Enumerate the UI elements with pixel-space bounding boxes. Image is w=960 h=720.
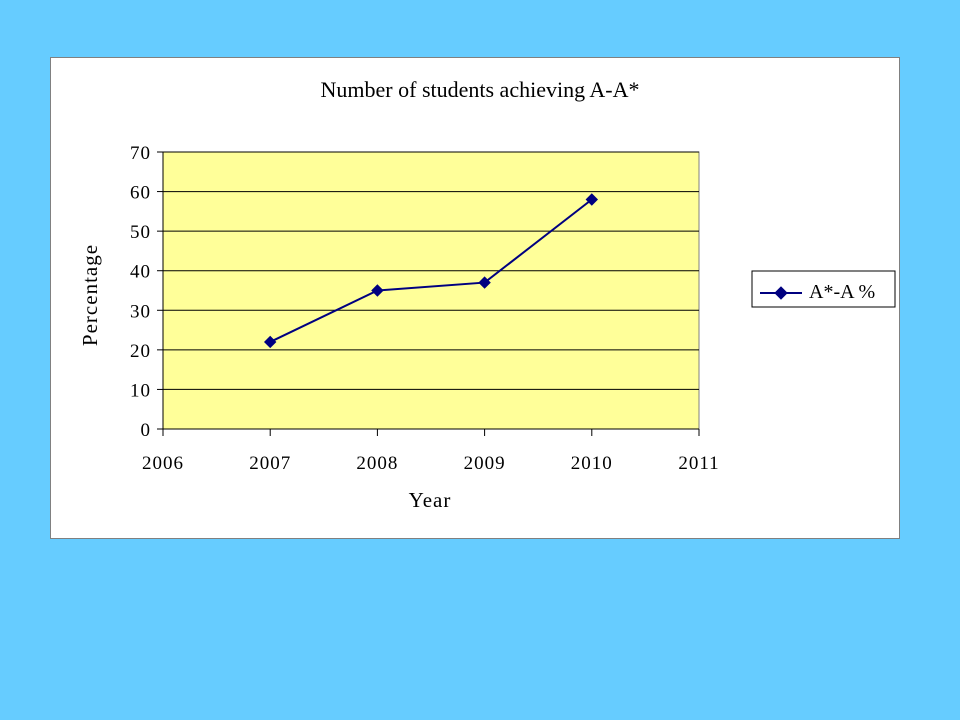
legend-box: [751, 270, 896, 308]
y-tick-label: 50: [130, 222, 151, 243]
data-point-marker: [585, 193, 599, 206]
series-group: [263, 193, 599, 349]
y-axis-label: Percentage: [78, 244, 102, 346]
y-tick-label: 40: [130, 262, 151, 283]
y-tick-label: 0: [141, 420, 152, 441]
legend-marker: [774, 286, 788, 300]
x-tick-label: 2010: [571, 453, 613, 474]
x-tick-label: 2007: [249, 453, 291, 474]
x-tick-label: 2008: [356, 453, 398, 474]
y-tick-label: 70: [130, 143, 151, 164]
y-tick-label: 60: [130, 183, 151, 204]
chart-title: Number of students achieving A-A*: [321, 77, 640, 102]
y-tick-label: 10: [130, 380, 151, 401]
legend: A*-A %: [751, 270, 896, 308]
x-axis-label: Year: [409, 488, 452, 512]
data-point-marker: [478, 276, 491, 289]
x-tick-label: 2006: [142, 453, 184, 474]
x-tick-label: 2011: [678, 453, 719, 474]
y-tick-label: 30: [130, 301, 151, 322]
data-point-marker: [263, 335, 277, 349]
y-axis-ticks: 0 10 20 30 40 50 60 70: [130, 143, 164, 441]
data-point-marker: [371, 284, 384, 297]
plot-area: [162, 151, 700, 430]
x-tick-label: 2009: [464, 453, 506, 474]
series-line: [269, 198, 593, 343]
gridlines: [163, 151, 699, 390]
legend-label: A*-A %: [809, 281, 875, 303]
y-tick-label: 20: [130, 341, 151, 362]
x-axis-ticks: 2006 2007 2008 2009 2010 2011: [142, 428, 719, 474]
